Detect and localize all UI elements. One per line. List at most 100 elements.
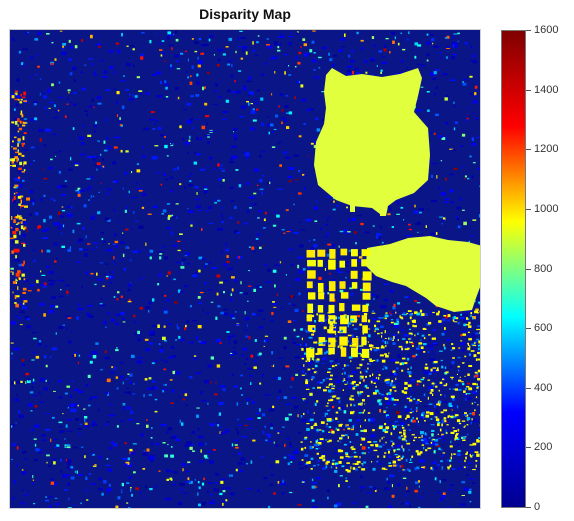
noise-speckle — [461, 133, 466, 137]
noise-speckle — [191, 431, 196, 434]
noise-speckle — [149, 456, 155, 460]
noise-speckle — [376, 295, 379, 299]
noise-speckle — [244, 311, 246, 315]
noise-speckle — [338, 48, 343, 53]
noise-speckle — [104, 356, 110, 360]
noise-speckle — [118, 120, 123, 123]
noise-speckle — [264, 425, 267, 428]
noise-speckle — [313, 438, 316, 443]
foreground-speckle — [335, 411, 339, 414]
noise-speckle — [272, 302, 278, 306]
noise-speckle — [171, 47, 173, 51]
foreground-speckle — [349, 456, 354, 458]
foreground-speckle — [424, 366, 429, 370]
pedestal-grid-cell — [306, 249, 316, 258]
noise-speckle — [84, 110, 88, 112]
foreground-speckle — [339, 397, 341, 399]
noise-speckle — [398, 436, 401, 440]
noise-speckle — [91, 452, 93, 456]
foreground-speckle — [470, 314, 472, 318]
foreground-speckle — [432, 329, 436, 332]
foreground-speckle — [416, 347, 420, 350]
noise-speckle — [390, 311, 397, 314]
noise-speckle — [122, 406, 125, 411]
noise-speckle — [403, 219, 405, 221]
left-edge-speckle — [17, 138, 21, 142]
noise-speckle — [164, 256, 169, 260]
noise-speckle — [44, 345, 48, 348]
noise-speckle — [197, 435, 204, 439]
noise-speckle — [420, 439, 424, 441]
noise-speckle — [360, 475, 363, 478]
foreground-speckle — [356, 384, 360, 386]
left-edge-speckle — [13, 248, 17, 253]
left-edge-speckle — [11, 95, 15, 99]
noise-speckle — [246, 323, 248, 327]
noise-speckle — [194, 152, 196, 154]
noise-speckle — [440, 384, 444, 386]
noise-speckle — [87, 305, 93, 307]
noise-speckle — [207, 71, 210, 74]
noise-speckle — [364, 231, 370, 234]
noise-speckle — [187, 58, 189, 62]
noise-speckle — [414, 204, 416, 208]
noise-speckle — [376, 236, 379, 239]
noise-speckle — [165, 96, 169, 98]
foreground-speckle — [467, 342, 469, 345]
left-edge-speckle — [17, 98, 20, 101]
noise-speckle — [194, 186, 199, 189]
left-edge-speckle — [23, 91, 27, 96]
foreground-speckle — [364, 384, 368, 388]
noise-speckle — [266, 433, 271, 436]
foreground-speckle — [318, 443, 320, 446]
noise-speckle — [55, 503, 60, 505]
noise-speckle — [102, 321, 107, 325]
pedestal-grid-cell — [361, 315, 368, 323]
foreground-speckle — [353, 385, 358, 387]
noise-speckle — [188, 341, 194, 344]
noise-speckle — [231, 145, 237, 148]
noise-speckle — [251, 202, 253, 207]
noise-speckle — [214, 168, 217, 170]
noise-speckle — [433, 352, 435, 356]
noise-speckle — [352, 502, 357, 504]
noise-speckle — [281, 121, 283, 125]
noise-speckle — [339, 440, 341, 443]
noise-speckle — [16, 394, 18, 397]
noise-speckle — [370, 57, 375, 59]
noise-speckle — [190, 95, 194, 98]
noise-speckle — [132, 48, 135, 51]
noise-speckle — [470, 235, 475, 237]
noise-speckle — [185, 481, 191, 483]
noise-speckle — [184, 141, 190, 145]
foreground-speckle — [320, 421, 325, 424]
noise-speckle — [158, 43, 162, 45]
noise-speckle — [71, 355, 74, 357]
noise-speckle — [214, 482, 219, 484]
foreground-speckle — [327, 389, 332, 393]
noise-speckle — [129, 381, 133, 384]
foreground-speckle — [447, 468, 450, 470]
pedestal-grid-cell — [306, 281, 313, 289]
foreground-speckle — [301, 348, 304, 351]
noise-speckle — [256, 89, 260, 92]
noise-speckle — [65, 315, 71, 317]
foreground-speckle — [408, 338, 411, 340]
foreground-speckle — [369, 350, 372, 353]
noise-speckle — [106, 421, 110, 423]
noise-speckle — [392, 305, 396, 310]
noise-speckle — [40, 377, 45, 379]
noise-speckle — [478, 301, 480, 304]
noise-speckle — [183, 492, 188, 494]
noise-speckle — [101, 492, 104, 496]
foreground-speckle — [407, 424, 410, 426]
noise-speckle — [21, 203, 25, 207]
foreground-speckle — [305, 381, 309, 385]
foreground-speckle — [404, 362, 408, 365]
foreground-speckle — [424, 420, 426, 422]
noise-speckle — [166, 275, 168, 277]
noise-speckle — [300, 84, 304, 88]
noise-speckle — [240, 387, 242, 390]
foreground-speckle — [473, 354, 477, 357]
noise-speckle — [301, 98, 307, 102]
